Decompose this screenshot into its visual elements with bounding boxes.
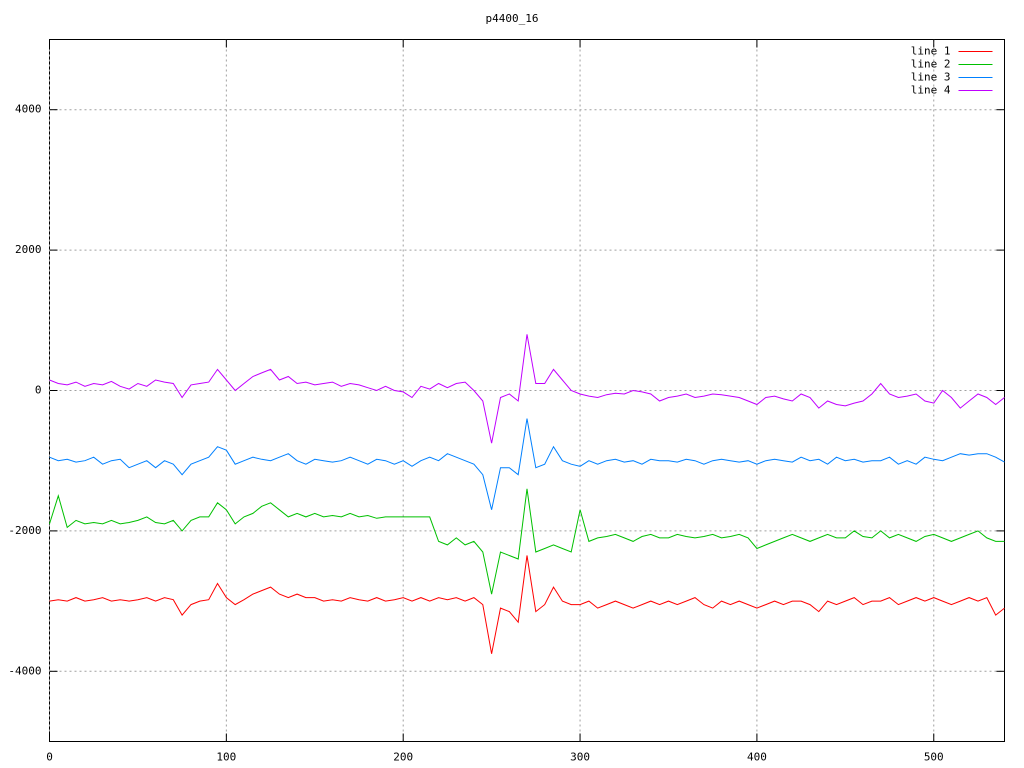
y-tick-label: 2000: [15, 243, 42, 256]
y-tick-label: -2000: [8, 524, 41, 537]
x-tick-label: 100: [216, 751, 236, 764]
series-line: [49, 555, 1005, 654]
x-tick-label: 500: [924, 751, 944, 764]
chart-title: p4400_16: [486, 12, 539, 25]
series-line: [49, 488, 1005, 595]
y-tick-label: -4000: [8, 664, 41, 677]
legend-label: line 4: [911, 84, 951, 97]
x-tick-label: 200: [393, 751, 413, 764]
legend-label: line 1: [911, 45, 951, 58]
series-line: [49, 418, 1005, 510]
legend-label: line 3: [911, 71, 951, 84]
legend-label: line 2: [911, 58, 951, 71]
y-tick-label: 4000: [15, 103, 42, 116]
x-tick-label: 0: [46, 751, 53, 764]
x-tick-label: 300: [570, 751, 590, 764]
series-line: [49, 334, 1005, 444]
y-tick-label: 0: [35, 384, 42, 397]
x-tick-label: 400: [747, 751, 767, 764]
